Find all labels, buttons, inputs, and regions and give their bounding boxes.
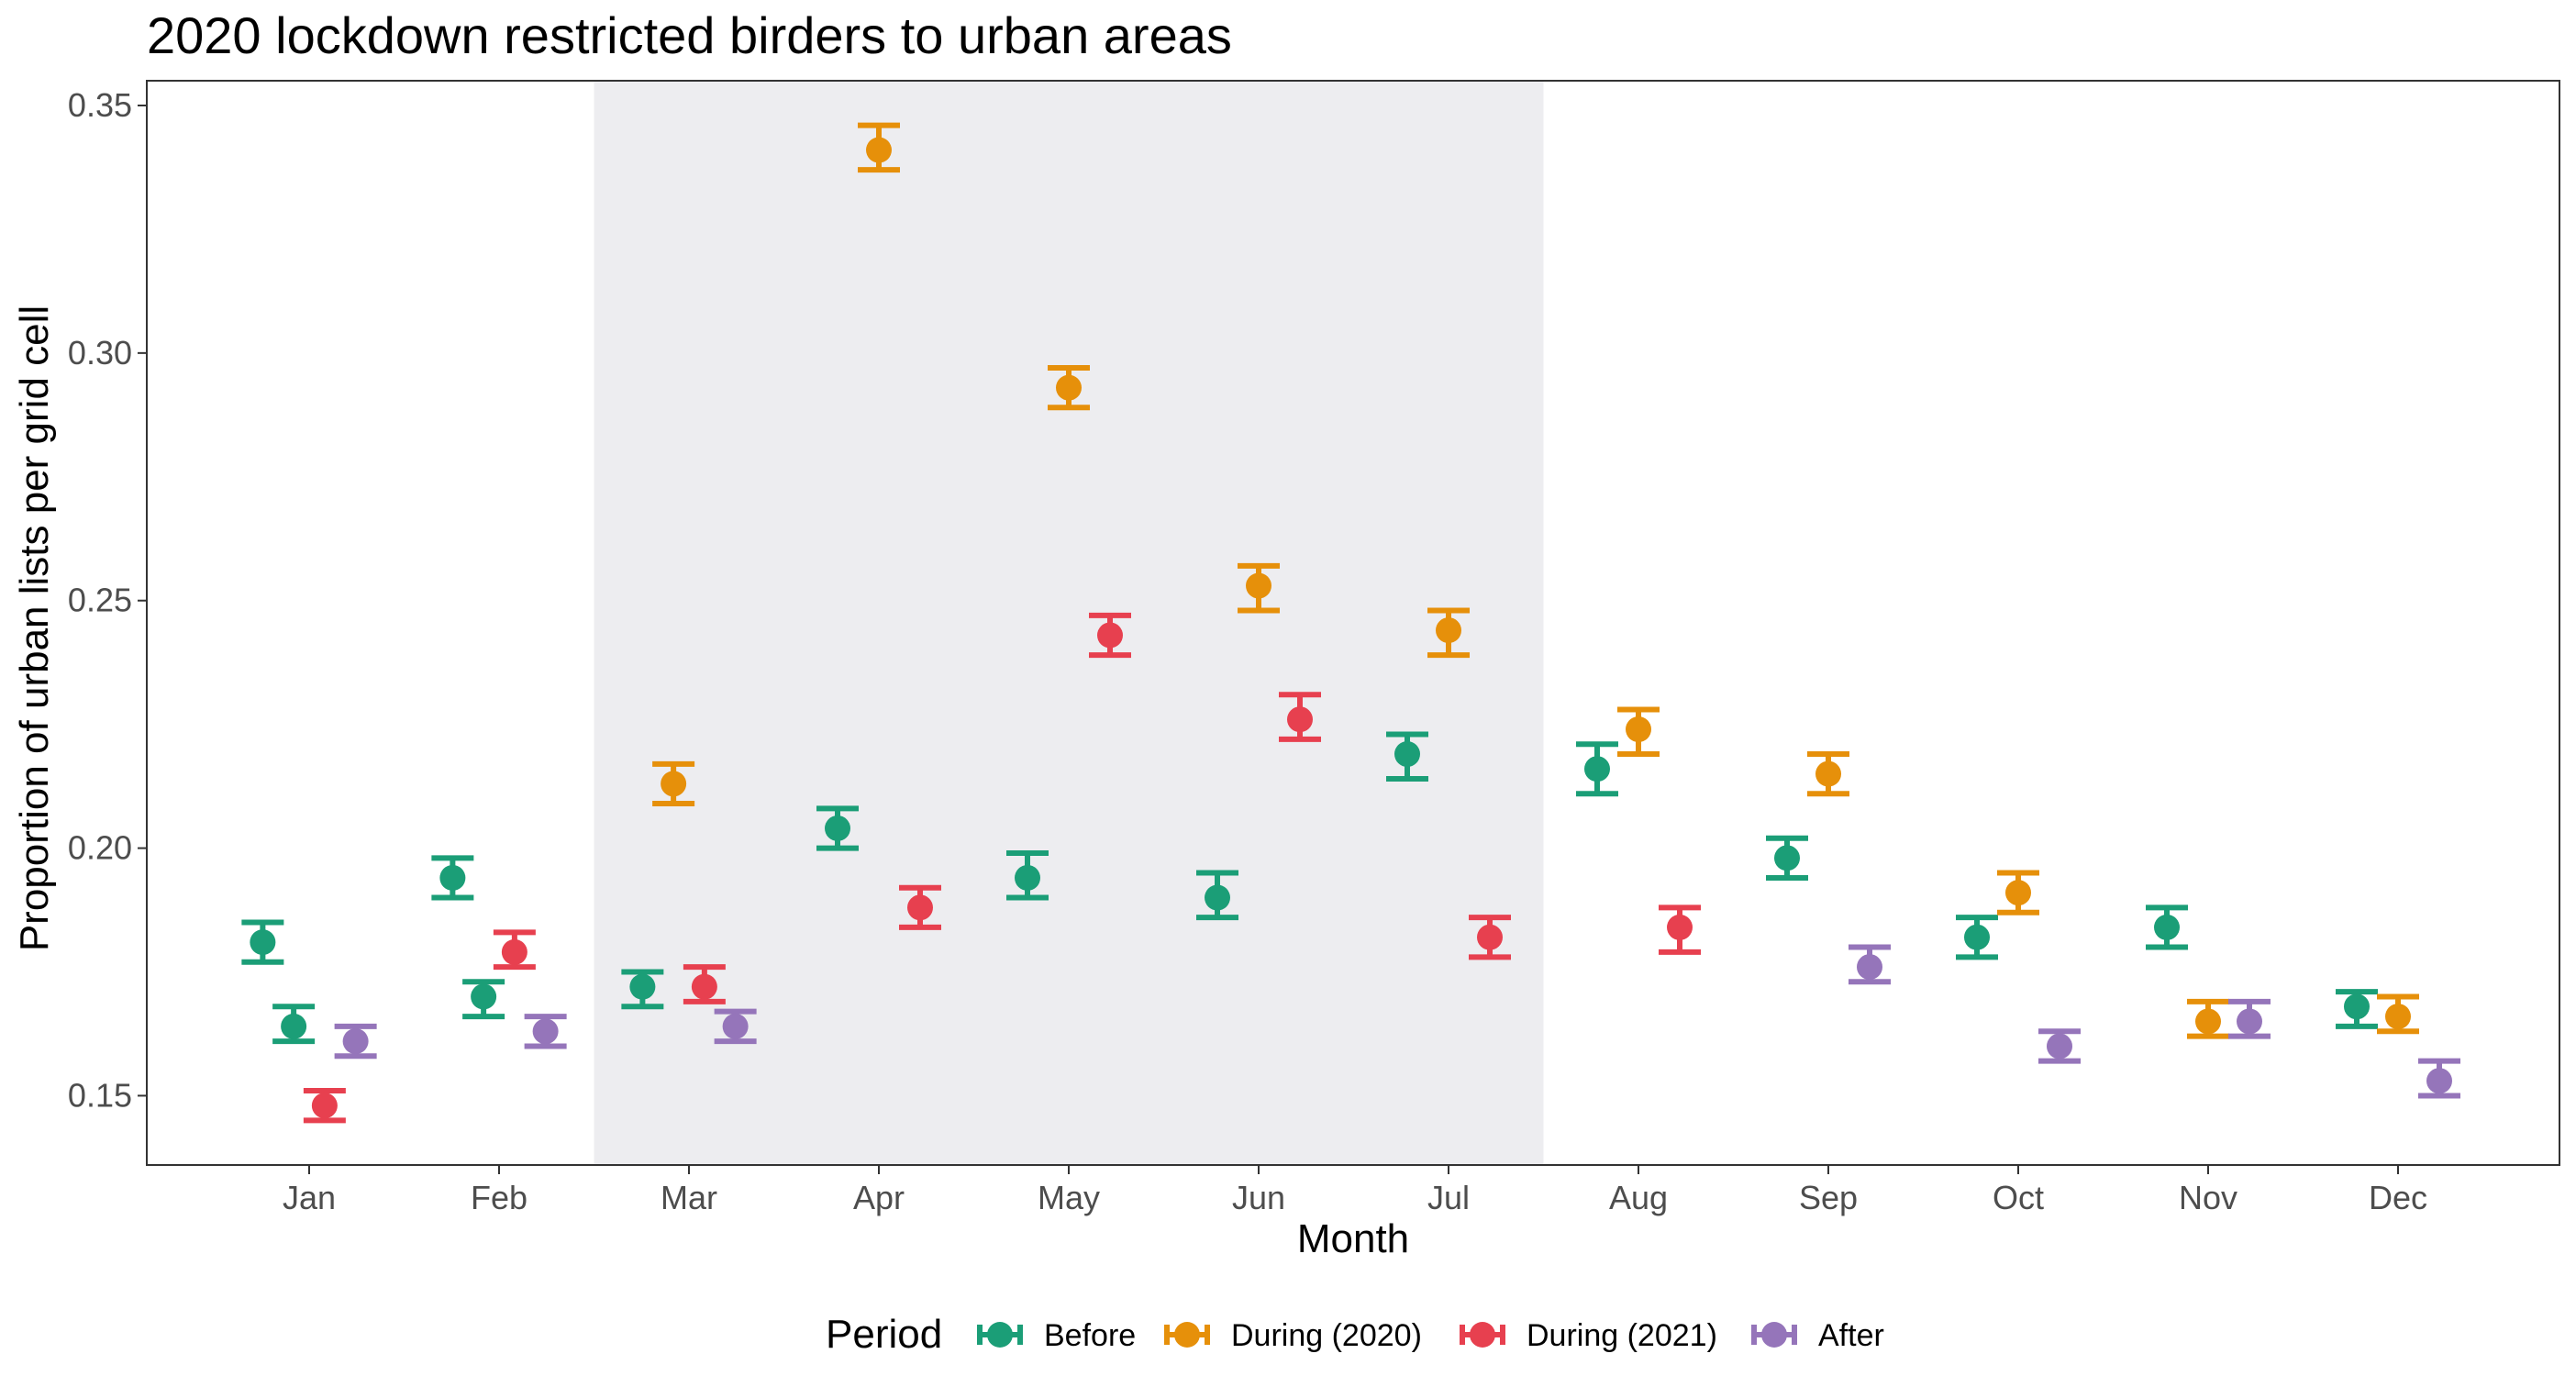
- data-point: [2047, 1033, 2072, 1060]
- plot-area: 0.15 0.20 0.25 0.30 0.35 Jan Feb Mar Apr May Jun Ju…: [68, 80, 2560, 1216]
- data-point: [250, 929, 276, 956]
- series-during-2021: [303, 612, 1701, 1124]
- series-before: [241, 731, 2378, 1045]
- legend-key-point: [1174, 1322, 1200, 1348]
- x-tick-label: Sep: [1799, 1179, 1858, 1216]
- y-axis-title: Proportion of urban lists per grid cell: [12, 305, 57, 951]
- data-point: [722, 1013, 749, 1039]
- data-point: [691, 973, 717, 1000]
- data-point: [1097, 622, 1123, 649]
- legend-key-point: [987, 1322, 1013, 1348]
- x-tick-label: Aug: [1609, 1179, 1668, 1216]
- legend: Period Before During (2020) During (2021) A…: [826, 1312, 1884, 1357]
- data-point: [1436, 617, 1461, 644]
- x-tick-label: Feb: [471, 1179, 527, 1216]
- data-point: [825, 815, 850, 841]
- data-point: [501, 938, 527, 965]
- legend-key: [1164, 1322, 1210, 1348]
- x-tick-label: Mar: [661, 1179, 717, 1216]
- x-tick-label: Jul: [1427, 1179, 1470, 1216]
- x-axis-title: Month: [1297, 1216, 1409, 1261]
- data-point: [439, 864, 466, 891]
- legend-label: After: [1818, 1318, 1884, 1353]
- data-point: [1626, 716, 1651, 743]
- data-point: [342, 1028, 369, 1055]
- x-tick-label: Jun: [1232, 1179, 1285, 1216]
- x-tick-label: Apr: [853, 1179, 905, 1216]
- legend-key: [977, 1322, 1023, 1348]
- data-point: [2195, 1008, 2221, 1035]
- legend-label: Before: [1044, 1318, 1136, 1353]
- data-point: [1015, 864, 1040, 891]
- y-tick-label: 0.35: [68, 86, 132, 124]
- legend-title: Period: [826, 1312, 942, 1357]
- legend-key-point: [1761, 1322, 1787, 1348]
- data-point: [281, 1013, 307, 1039]
- data-point: [1287, 706, 1313, 733]
- data-point: [1056, 374, 1082, 401]
- legend-key-point: [1470, 1322, 1495, 1348]
- data-point: [311, 1093, 338, 1119]
- data-point: [907, 894, 933, 921]
- data-point: [1774, 845, 1800, 871]
- data-point: [1584, 756, 1610, 782]
- panel-border: [146, 80, 2560, 1166]
- data-point: [471, 983, 497, 1010]
- data-point: [2005, 880, 2031, 906]
- y-tick-label: 0.25: [68, 582, 132, 619]
- data-point: [2385, 1004, 2411, 1030]
- data-point: [866, 137, 892, 163]
- data-point: [1857, 954, 1882, 981]
- data-point: [1394, 741, 1420, 768]
- y-tick-label: 0.15: [68, 1076, 132, 1114]
- data-point: [2426, 1068, 2452, 1094]
- x-tick-label: Jan: [283, 1179, 336, 1216]
- data-point: [1477, 924, 1503, 950]
- data-point: [1815, 760, 1841, 787]
- data-point: [2237, 1008, 2262, 1035]
- data-point: [2154, 914, 2180, 940]
- data-point: [1205, 884, 1230, 911]
- data-point: [1667, 914, 1693, 940]
- data-point: [1246, 572, 1271, 599]
- legend-label: During (2021): [1527, 1318, 1717, 1353]
- y-tick-label: 0.20: [68, 829, 132, 867]
- data-point: [1964, 924, 1990, 950]
- series-after: [334, 944, 2460, 1099]
- y-tick-label: 0.30: [68, 334, 132, 372]
- x-tick-label: Dec: [2369, 1179, 2427, 1216]
- data-point: [2344, 993, 2370, 1020]
- legend-key: [1751, 1322, 1797, 1348]
- x-tick-label: Oct: [1993, 1179, 2044, 1216]
- x-tick-label: May: [1038, 1179, 1100, 1216]
- chart-title: 2020 lockdown restricted birders to urba…: [147, 6, 1232, 64]
- x-tick-label: Nov: [2179, 1179, 2237, 1216]
- data-point: [629, 973, 656, 1000]
- data-point: [532, 1018, 559, 1045]
- data-point: [661, 771, 687, 797]
- lockdown-shaded-region: [594, 81, 1544, 1165]
- legend-key: [1460, 1322, 1505, 1348]
- legend-label: During (2020): [1231, 1318, 1422, 1353]
- series-during-2020: [652, 122, 2419, 1039]
